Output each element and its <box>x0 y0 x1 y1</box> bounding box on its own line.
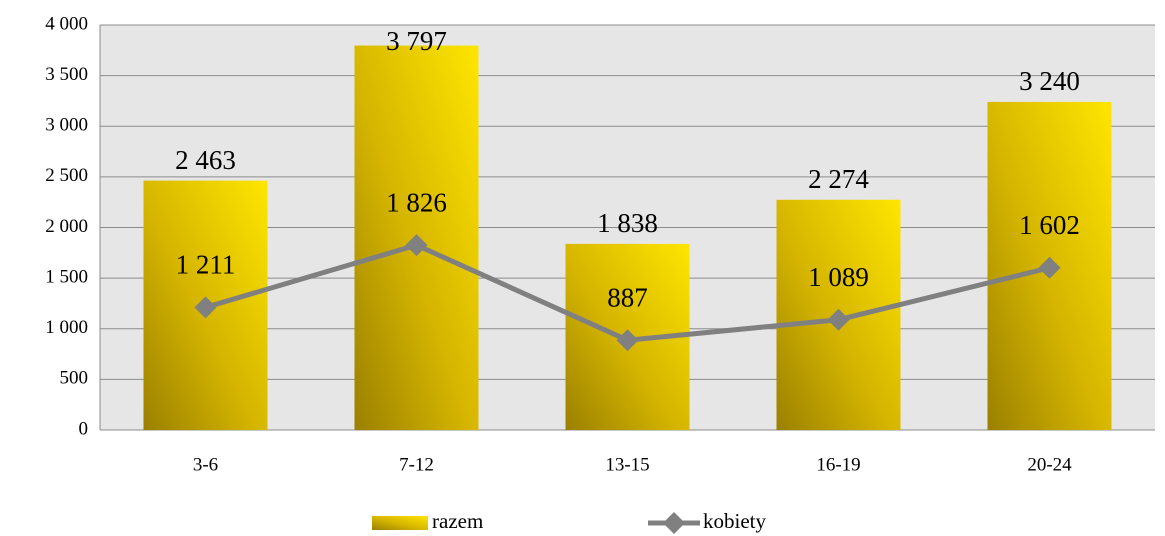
data-label: 1 211 <box>176 250 236 280</box>
x-tick-label: 7-12 <box>399 454 434 475</box>
line-marker <box>616 329 639 352</box>
y-tick-label: 3 000 <box>45 115 88 136</box>
line-marker <box>1038 256 1061 279</box>
y-tick-label: 3 500 <box>45 64 88 85</box>
y-tick-label: 4 000 <box>45 13 88 34</box>
data-label: 3 240 <box>1019 66 1080 96</box>
legend-label: kobiety <box>703 509 766 533</box>
legend-swatch <box>663 512 685 534</box>
y-tick-label: 2 000 <box>45 216 88 237</box>
data-label: 1 089 <box>808 262 869 292</box>
data-label: 3 797 <box>386 26 447 56</box>
data-label: 1 602 <box>1019 210 1080 240</box>
line-marker <box>405 234 428 257</box>
legend-swatch <box>372 516 428 530</box>
y-tick-label: 500 <box>60 368 89 389</box>
data-label: 887 <box>607 282 648 312</box>
data-label: 1 826 <box>386 187 447 217</box>
legend-label: razem <box>432 509 483 533</box>
line-marker <box>827 308 850 331</box>
y-tick-label: 0 <box>79 418 89 439</box>
y-tick-label: 1 000 <box>45 317 88 338</box>
data-label: 1 838 <box>597 208 658 238</box>
y-tick-label: 2 500 <box>45 165 88 186</box>
x-tick-label: 13-15 <box>605 454 649 475</box>
data-label: 2 274 <box>808 164 869 194</box>
x-tick-label: 20-24 <box>1027 454 1072 475</box>
y-tick-label: 1 500 <box>45 266 88 287</box>
x-tick-label: 16-19 <box>816 454 860 475</box>
x-tick-label: 3-6 <box>193 454 218 475</box>
data-label: 2 463 <box>175 145 236 175</box>
line-marker <box>194 296 217 319</box>
